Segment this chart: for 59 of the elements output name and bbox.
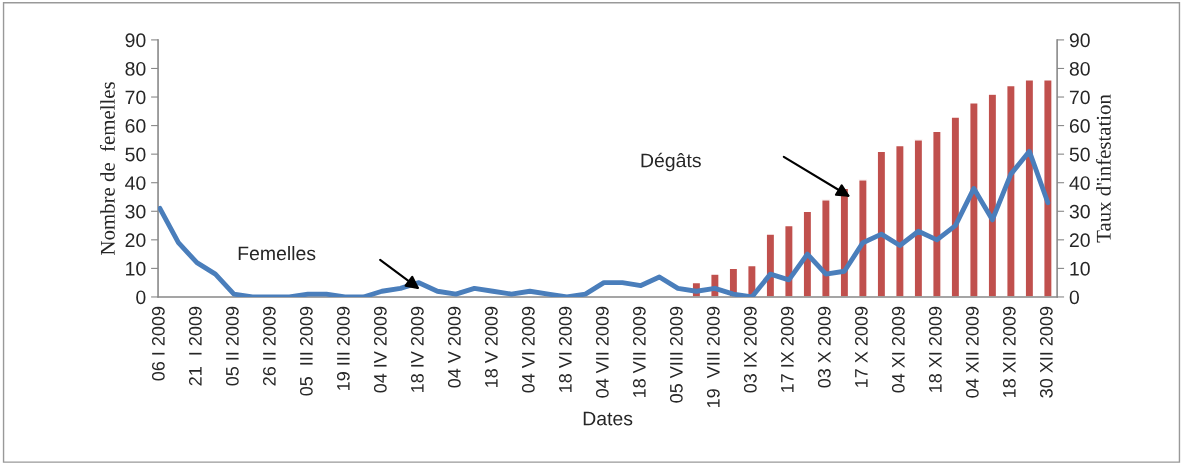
x-tick-label: 04 VII 2009 xyxy=(595,306,609,398)
y-tick-label: 50 xyxy=(125,147,146,162)
x-tick-label: 18 IV 2009 xyxy=(410,306,424,392)
x-tick-label: 18 XI 2009 xyxy=(928,306,942,392)
x-tick-label: 03 IX 2009 xyxy=(743,306,757,393)
y-tick-label: 80 xyxy=(125,61,146,76)
y2-tick-label: 70 xyxy=(1069,90,1090,105)
y-tick-label: 30 xyxy=(125,204,146,219)
y-tick-label: 70 xyxy=(125,90,146,105)
y-axis-title: Nombre de femelles xyxy=(99,82,115,255)
y2-tick-label: 10 xyxy=(1070,261,1090,276)
y2-tick-label: 40 xyxy=(1069,176,1090,190)
bar xyxy=(895,144,905,297)
bar xyxy=(858,179,868,297)
y2-tick-label: 90 xyxy=(1069,33,1090,48)
x-tick-label: 05 VIII 2009 xyxy=(669,306,683,403)
x-tick-label: 17 IX 2009 xyxy=(780,306,794,392)
y-tick-label: 10 xyxy=(126,261,146,276)
x-tick-label: 26 II 2009 xyxy=(262,306,276,386)
y2-tick-label: 80 xyxy=(1069,61,1090,76)
bar xyxy=(821,199,831,297)
x-tick-label: 21 I 2009 xyxy=(188,306,202,386)
x-tick-label: 18 XII 2009 xyxy=(1002,306,1016,397)
y-tick-label: 20 xyxy=(125,233,146,248)
bar xyxy=(969,102,979,297)
bar xyxy=(784,224,794,297)
x-tick-label: 19 VIII 2009 xyxy=(706,306,720,407)
x-tick-label: 05 II 2009 xyxy=(225,306,239,386)
x-tick-label: 18 VI 2009 xyxy=(558,306,572,392)
x-tick-label: 04 XII 2009 xyxy=(965,306,979,398)
x-tick-label: 04 V 2009 xyxy=(447,306,461,388)
annotation: Femelles xyxy=(238,246,316,261)
y-tick-label: 40 xyxy=(125,176,146,190)
x-tick-label: 04 VI 2009 xyxy=(521,306,535,393)
y-tick-label: 90 xyxy=(125,33,146,48)
bar xyxy=(1043,79,1053,297)
y2-tick-label: 60 xyxy=(1069,119,1090,133)
x-tick-label: 03 X 2009 xyxy=(817,306,831,388)
x-tick-label: 18 VII 2009 xyxy=(632,306,646,397)
annotation: Dégâts xyxy=(641,152,701,172)
bar xyxy=(932,130,942,297)
line-series xyxy=(158,148,1051,297)
y-tick-label: 60 xyxy=(125,119,146,133)
x-tick-label: 04 IV 2009 xyxy=(373,306,387,393)
x-tick-label: 30 XII 2009 xyxy=(1039,306,1053,398)
y2-tick-label: 0 xyxy=(1069,290,1079,305)
bar xyxy=(1006,84,1016,297)
x-tick-label: 05 III 2009 xyxy=(299,306,313,396)
x-tick-label: 04 XI 2009 xyxy=(891,306,905,393)
y2-tick-label: 50 xyxy=(1069,147,1090,162)
x-tick-label: 19 III 2009 xyxy=(336,306,350,390)
y2-tick-label: 20 xyxy=(1069,233,1090,248)
x-axis-title: Dates xyxy=(583,411,633,426)
x-tick-label: 18 V 2009 xyxy=(484,306,498,387)
y2-tick-label: 30 xyxy=(1069,204,1090,219)
y-tick-label: 0 xyxy=(136,290,146,305)
y2-axis-title: Taux d'infestation xyxy=(1095,94,1111,243)
x-tick-label: 06 I 2009 xyxy=(151,306,165,381)
x-tick-label: 17 X 2009 xyxy=(854,306,868,387)
